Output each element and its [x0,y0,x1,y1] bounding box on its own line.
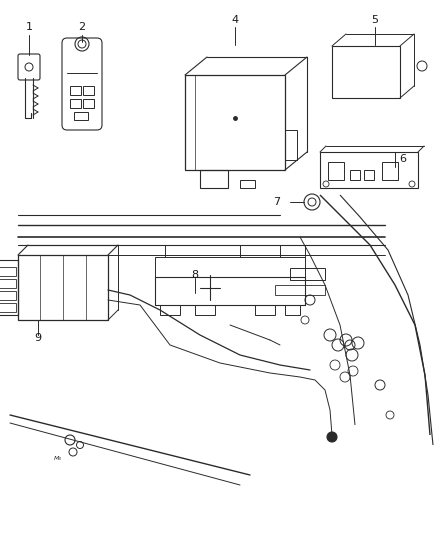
Text: 1: 1 [25,22,32,32]
Bar [70,99,81,108]
Text: 5: 5 [371,15,378,25]
Bar [382,162,398,180]
Bar [0,260,18,315]
Text: 2: 2 [78,22,85,32]
Bar [83,86,94,95]
Bar [332,46,400,98]
Bar [160,305,180,315]
Bar [328,162,344,180]
Circle shape [327,432,337,442]
Bar [364,170,374,180]
Bar [185,75,285,170]
Text: 9: 9 [35,333,42,343]
Text: 8: 8 [191,270,198,280]
Bar [83,99,94,108]
Bar [200,170,228,188]
Bar [275,285,325,295]
Text: 4: 4 [231,15,239,25]
Text: 6: 6 [399,154,406,164]
Bar [320,152,418,188]
Bar [18,255,108,320]
Bar [195,305,215,315]
Bar [155,277,305,305]
Text: M₃: M₃ [54,456,62,461]
Bar [290,268,325,280]
Bar [285,305,300,315]
Text: 7: 7 [273,197,281,207]
Bar [155,257,305,305]
Bar [0,267,16,276]
Bar [255,305,275,315]
Bar [74,112,88,120]
Bar [240,180,255,188]
Bar [70,86,81,95]
Bar [350,170,360,180]
Bar [0,279,16,288]
Bar [0,291,16,300]
Bar [285,130,297,160]
Bar [0,303,16,312]
